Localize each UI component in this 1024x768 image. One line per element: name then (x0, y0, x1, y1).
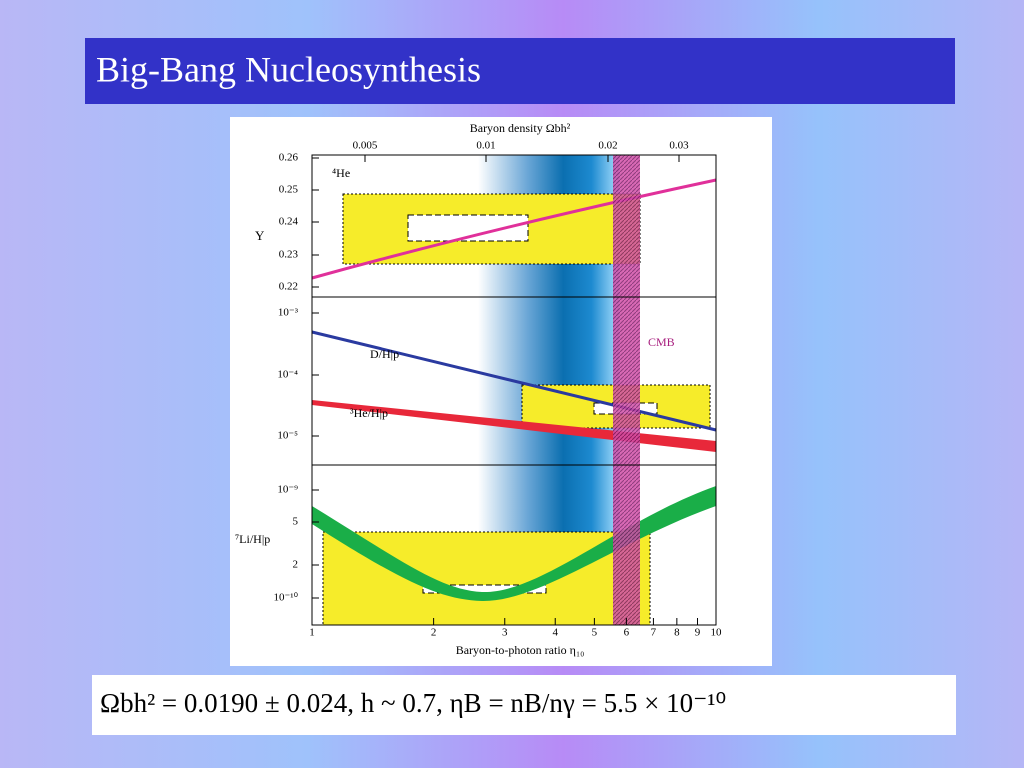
top-axis-label: Baryon density Ωbh² (470, 121, 571, 135)
cmb-label: CMB (648, 335, 675, 349)
x-tick-label: 3 (502, 627, 508, 639)
x-tick-label: 1 (309, 627, 315, 639)
y-axis-label: Y (255, 228, 265, 243)
x-tick-label: 2 (431, 627, 437, 639)
y-tick-label: 0.23 (279, 249, 299, 261)
top-tick-label: 0.01 (476, 140, 495, 152)
x-tick-label: 4 (552, 627, 558, 639)
y-tick-label: 10⁻⁵ (277, 430, 298, 442)
x-tick-label: 6 (624, 627, 630, 639)
equation: Ωbh² = 0.0190 ± 0.024, h ~ 0.7, ηB = nB/… (100, 688, 726, 718)
equation-box (92, 675, 956, 735)
y-tick-label: 2 (293, 559, 299, 571)
y-tick-label: 10⁻¹⁰ (273, 592, 298, 604)
cmb-band (613, 155, 640, 625)
top-tick-label: 0.005 (353, 140, 378, 152)
y-tick-label: 0.26 (279, 152, 299, 164)
y-tick-label: 0.22 (279, 281, 298, 293)
curve-label: D/H|p (370, 347, 399, 361)
y-tick-label: 5 (293, 516, 299, 528)
d-curve (311, 330, 717, 432)
x-tick-label: 10 (711, 627, 723, 639)
y-tick-label: 10⁻³ (278, 307, 299, 319)
x-tick-label: 5 (592, 627, 598, 639)
title-bar (85, 38, 955, 104)
y-tick-label: 10⁻⁹ (277, 484, 298, 496)
he-curve (311, 178, 717, 280)
li-curve (312, 486, 716, 602)
plot-frame (311, 154, 717, 626)
bottom-axis-label: Baryon-to-photon ratio η₁₀ (456, 643, 585, 657)
slide-title: Big-Bang Nucleosynthesis (96, 49, 481, 89)
top-tick-label: 0.02 (598, 140, 617, 152)
y-tick-label: 0.25 (279, 184, 299, 196)
top-tick-label: 0.03 (669, 140, 689, 152)
plot (311, 154, 717, 626)
y-tick-label: 10⁻⁴ (277, 369, 298, 381)
curve-label: ³He/H|p (350, 406, 388, 420)
y-axis-label: ⁷Li/H|p (235, 532, 270, 546)
x-tick-label: 9 (695, 627, 701, 639)
x-tick-label: 7 (651, 627, 657, 639)
curve-label: ⁴He (332, 166, 350, 180)
y-tick-label: 0.24 (279, 216, 299, 228)
x-tick-label: 8 (674, 627, 680, 639)
